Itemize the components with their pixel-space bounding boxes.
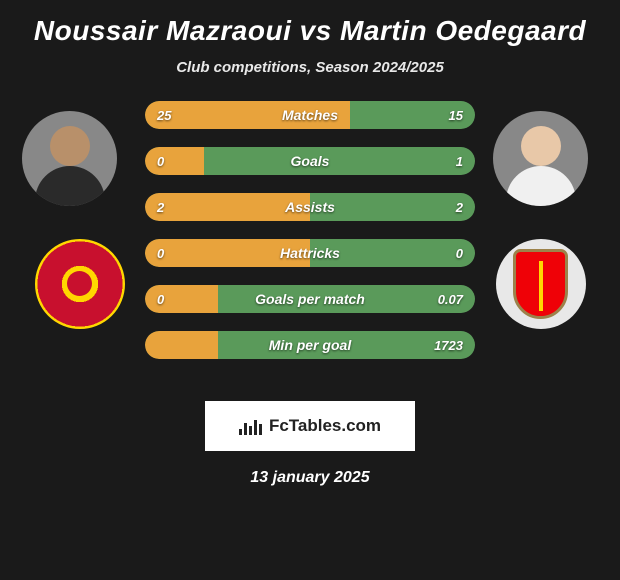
fctables-logo-icon [239,417,263,435]
player1-body-shape [35,166,105,206]
player2-photo [493,111,588,206]
season-subtitle: Club competitions, Season 2024/2025 [10,59,610,76]
stat-value-right: 0 [456,239,463,267]
player1-photo [22,111,117,206]
branding-text: FcTables.com [269,416,381,436]
stat-value-right: 15 [449,101,463,129]
stat-value-left: 2 [157,193,164,221]
comparison-title: Noussair Mazraoui vs Martin Oedegaard [10,15,610,47]
stat-value-right: 2 [456,193,463,221]
stat-value-left: 0 [157,285,164,313]
stat-label: Min per goal [145,331,475,359]
stat-bar-row: Goals0 1 [145,147,475,175]
stat-label: Assists [145,193,475,221]
branding-box: FcTables.com [205,401,415,451]
stat-value-right: 0.07 [438,285,463,313]
player2-head-shape [521,126,561,166]
stat-bar-row: Goals per match0 0.07 [145,285,475,313]
infographic-container: Noussair Mazraoui vs Martin Oedegaard Cl… [0,0,620,497]
stat-bar-row: Assists2 2 [145,193,475,221]
stat-bar-row: Matches25 15 [145,101,475,129]
stat-label: Goals per match [145,285,475,313]
player2-body-shape [506,166,576,206]
stat-value-right: 1 [456,147,463,175]
stat-value-left: 25 [157,101,171,129]
player1-club-badge [32,236,127,331]
stat-label: Goals [145,147,475,175]
player1-head-shape [50,126,90,166]
stat-bars-column: Matches2515Goals01Assists22Hattricks00Go… [145,101,475,377]
stat-label: Matches [145,101,475,129]
arsenal-badge-icon [496,239,586,329]
stat-bar-row: Hattricks0 0 [145,239,475,267]
manutd-badge-icon [35,239,125,329]
stat-bar-row: Min per goal1723 [145,331,475,359]
stat-value-right: 1723 [434,331,463,359]
player2-club-badge [493,236,588,331]
generation-date: 13 january 2025 [10,469,610,487]
stat-value-left: 0 [157,239,164,267]
stat-label: Hattricks [145,239,475,267]
main-comparison-area: Matches2515Goals01Assists22Hattricks00Go… [10,101,610,401]
stat-value-left: 0 [157,147,164,175]
